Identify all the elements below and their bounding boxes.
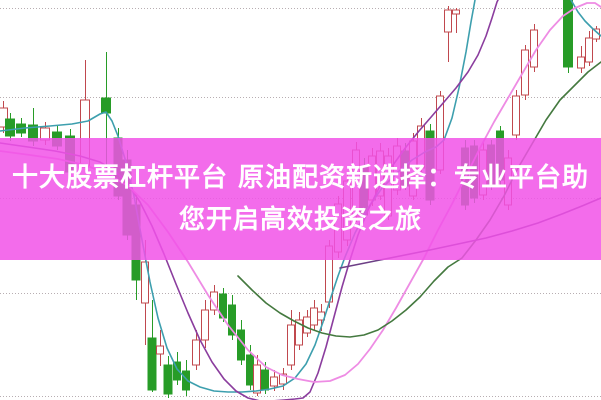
candle-body xyxy=(228,304,236,336)
candle-body xyxy=(585,37,593,63)
candle-body xyxy=(295,319,303,346)
candle-body xyxy=(270,376,278,387)
ma-dark-green xyxy=(237,61,601,338)
candle-body xyxy=(310,307,318,326)
candle-body xyxy=(577,56,585,69)
candle-body xyxy=(192,339,200,366)
candle-body xyxy=(147,337,157,391)
candle-body xyxy=(182,370,190,391)
promo-banner: 十大股票杠杆平台 原油配资新选择：专业平台助 您开启高效投资之旅 xyxy=(0,138,601,260)
candle-body xyxy=(156,345,164,355)
candle-body xyxy=(452,9,460,15)
candle-body xyxy=(303,316,311,334)
candle-body xyxy=(261,369,269,391)
candle-body xyxy=(444,9,452,33)
candle-body xyxy=(173,361,181,381)
banner-title-line-2: 您开启高效投资之旅 xyxy=(178,205,422,235)
candle-body xyxy=(210,291,218,311)
candle-body xyxy=(163,364,173,395)
candle-body xyxy=(141,261,149,304)
candle-body xyxy=(287,324,295,366)
candle-body xyxy=(5,118,15,137)
candle-body xyxy=(246,354,254,386)
candle-body xyxy=(101,97,111,114)
candle-body xyxy=(253,364,261,394)
candle-body xyxy=(563,0,573,68)
candle-body xyxy=(512,95,520,136)
candle-body xyxy=(521,49,529,96)
candle-body xyxy=(279,373,287,385)
banner-title-line-1: 十大股票杠杆平台 原油配资新选择：专业平台助 xyxy=(11,163,590,193)
candle-body xyxy=(201,309,209,341)
candle-body xyxy=(0,107,8,128)
